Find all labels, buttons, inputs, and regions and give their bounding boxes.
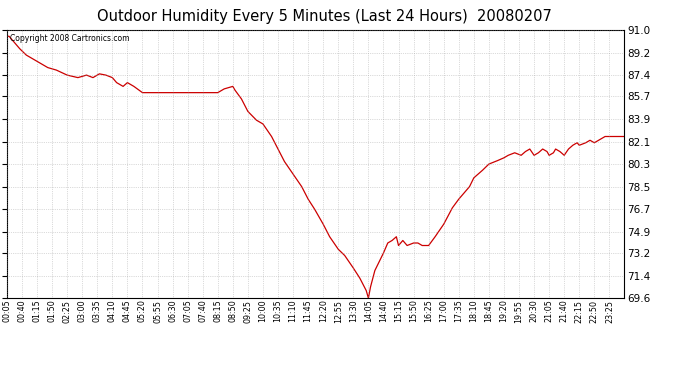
Text: Copyright 2008 Cartronics.com: Copyright 2008 Cartronics.com	[10, 34, 130, 43]
Text: Outdoor Humidity Every 5 Minutes (Last 24 Hours)  20080207: Outdoor Humidity Every 5 Minutes (Last 2…	[97, 9, 552, 24]
